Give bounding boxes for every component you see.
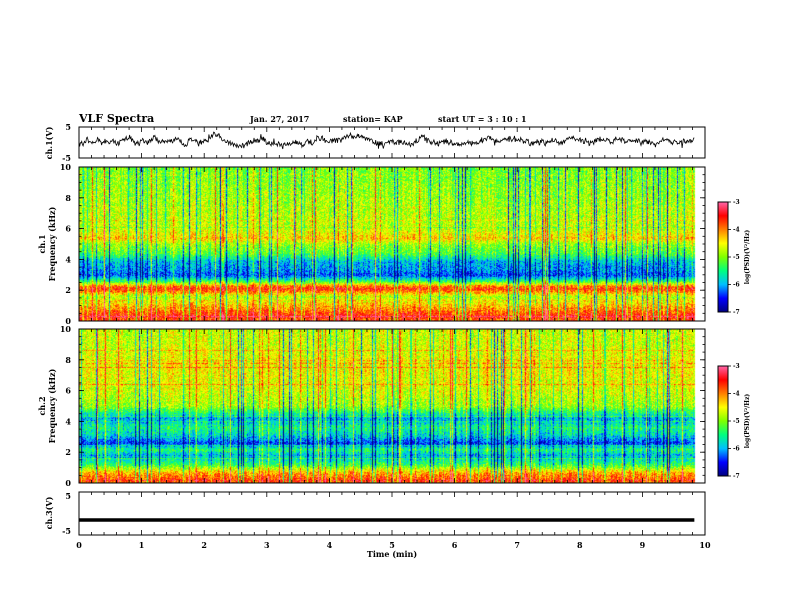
x-axis-tick-labels: 0 1 2 3 4 5 6 7 8 9 10 xyxy=(76,540,711,550)
ch1-spectrogram-ytick-label: 0 xyxy=(65,316,71,326)
figure-station: station= KAP xyxy=(343,114,403,124)
ch1-spectrogram-ylabel: ch.1 xyxy=(37,234,47,253)
x-axis-tick-label: 7 xyxy=(514,540,520,550)
ch2-spectrogram-ytick-label: 2 xyxy=(65,447,71,457)
x-axis-tick-label: 9 xyxy=(640,540,646,550)
ch2-spectrogram-ytick-label: 0 xyxy=(65,478,71,488)
ch1-waveform-panel: 5 -5 ch.1(V) xyxy=(44,122,706,163)
ch1-colorbar-tick-label: -6 xyxy=(733,282,740,289)
ch2-spectrogram-panel: 0 2 4 6 8 10 ch.2 Frequency (kHz) xyxy=(37,324,706,488)
ch2-spectrogram-ytick-label: 4 xyxy=(65,416,71,426)
ch1-colorbar-gradient xyxy=(718,202,728,312)
x-axis-tick-label: 1 xyxy=(139,540,145,550)
ch1-waveform-series xyxy=(78,131,695,150)
ch2-colorbar-tick-label: -5 xyxy=(733,418,740,425)
figure-title: VLF Spectra xyxy=(78,112,154,125)
ch1-colorbar-tick-label: -3 xyxy=(733,199,740,206)
ch2-spectrogram-ylabel: ch.2 xyxy=(37,396,47,415)
ch2-spectrogram-ticks xyxy=(78,328,706,484)
ch3-waveform-ticks xyxy=(78,492,706,535)
figure-date: Jan. 27, 2017 xyxy=(249,114,309,124)
ch2-colorbar-tick-label: -6 xyxy=(733,446,740,453)
ch1-colorbar-label: log(PSD)(V²/Hz) xyxy=(744,230,751,285)
ch2-spectrogram-image xyxy=(79,329,705,483)
ch2-colorbar-ticks: -3 -4 -5 -6 -7 xyxy=(728,363,740,480)
ch1-colorbar-ticks: -3 -4 -5 -6 -7 xyxy=(728,199,740,316)
ch1-spectrogram-ytick-label: 6 xyxy=(65,224,71,234)
ch2-colorbar-label: log(PSD)(V²/Hz) xyxy=(744,394,751,449)
x-axis-tick-label: 3 xyxy=(264,540,270,550)
ch2-colorbar: -3 -4 -5 -6 -7 log(PSD)(V²/Hz) xyxy=(717,363,751,480)
ch2-colorbar-tick-label: -3 xyxy=(733,363,740,370)
ch1-colorbar-tick-label: -4 xyxy=(733,227,740,234)
ch2-spectrogram-ytick-label: 8 xyxy=(65,355,71,365)
ch3-waveform-ytick-top: 5 xyxy=(65,491,71,501)
ch1-spectrogram-ytick-label: 10 xyxy=(60,162,72,172)
x-axis-tick-label: 6 xyxy=(452,540,458,550)
ch1-colorbar-tick-label: -7 xyxy=(733,309,740,316)
figure-start-time: start UT = 3 : 10 : 1 xyxy=(438,114,527,124)
ch1-spectrogram-ytick-label: 8 xyxy=(65,193,71,203)
ch1-spectrogram-ytick-labels: 0 2 4 6 8 10 xyxy=(60,162,72,326)
ch2-colorbar-tick-label: -7 xyxy=(733,473,740,480)
ch1-waveform-ticks xyxy=(78,127,706,158)
ch1-spectrogram-ticks xyxy=(78,166,706,322)
ch2-colorbar-gradient xyxy=(718,366,728,476)
x-axis-tick-label: 2 xyxy=(201,540,207,550)
ch3-waveform-frame xyxy=(78,491,706,536)
ch1-spectrogram-image xyxy=(79,167,705,321)
x-axis-tick-label: 5 xyxy=(389,540,395,550)
ch1-spectrogram-ytick-label: 4 xyxy=(65,254,71,264)
ch1-waveform-ylabel: ch.1(V) xyxy=(44,126,54,159)
ch1-spectrogram-ytick-label: 2 xyxy=(65,285,71,295)
ch1-colorbar: -3 -4 -5 -6 -7 log(PSD)(V²/Hz) xyxy=(717,199,751,316)
ch3-waveform-panel: 5 -5 ch.3(V) xyxy=(44,491,706,536)
ch1-colorbar-tick-label: -5 xyxy=(733,254,740,261)
x-axis-tick-label: 4 xyxy=(327,540,333,550)
x-axis-tick-label: 0 xyxy=(76,540,82,550)
ch1-waveform-ytick-top: 5 xyxy=(65,122,71,132)
ch2-spectrogram-ylabel-frequency: Frequency (kHz) xyxy=(47,368,57,443)
ch1-spectrogram-ylabel-frequency: Frequency (kHz) xyxy=(47,206,57,281)
ch1-waveform-ytick-bottom: -5 xyxy=(62,153,71,163)
x-axis-tick-label: 10 xyxy=(699,540,711,550)
x-axis-tick-label: 8 xyxy=(577,540,583,550)
ch2-spectrogram-ytick-label: 10 xyxy=(60,324,72,334)
ch2-spectrogram-ytick-label: 6 xyxy=(65,386,71,396)
ch1-spectrogram-panel: 0 2 4 6 8 10 ch.1 Frequency (kHz) xyxy=(37,162,706,326)
ch2-colorbar-tick-label: -4 xyxy=(733,391,740,398)
ch3-waveform-ytick-bottom: -5 xyxy=(62,526,71,536)
ch2-spectrogram-ytick-labels: 0 2 4 6 8 10 xyxy=(60,324,72,488)
ch3-waveform-ylabel: ch.3(V) xyxy=(44,496,54,529)
x-axis-label: Time (min) xyxy=(367,549,417,559)
